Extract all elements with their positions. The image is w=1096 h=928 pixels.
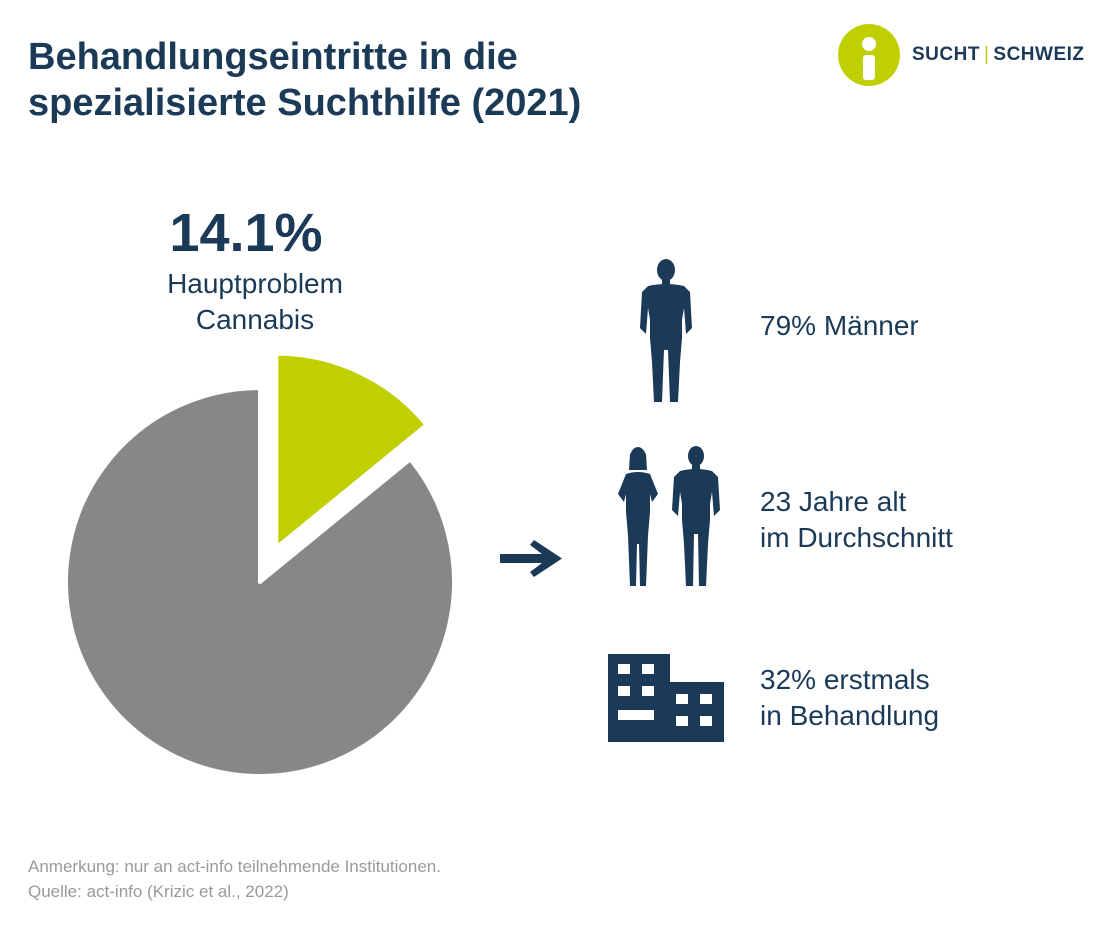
woman-and-man-silhouette-icon [618, 446, 720, 586]
footnote-source: Quelle: act-info (Krizic et al., 2022) [28, 882, 289, 901]
footnote-remark: Anmerkung: nur an act-info teilnehmende … [28, 857, 441, 876]
logo-separator: | [983, 44, 990, 65]
arrow-right-icon [500, 540, 562, 577]
fact-men-line-1: 79% Männer [760, 310, 919, 341]
fact-age-line-1: 23 Jahre alt [760, 486, 907, 517]
logo-wordmark: SUCHT | SCHWEIZ [912, 44, 1085, 66]
fact-men: 79% Männer [760, 308, 919, 344]
pie-slice-other [64, 386, 456, 778]
man-silhouette-icon [640, 259, 692, 402]
fact-first-treatment-line-2: in Behandlung [760, 700, 940, 731]
footnote: Anmerkung: nur an act-info teilnehmende … [28, 854, 441, 904]
title-line-2: spezialisierte Suchthilfe (2021) [28, 82, 582, 124]
title-line-1: Behandlungseintritte in die [28, 36, 518, 78]
fact-first-treatment-line-1: 32% erstmals [760, 664, 930, 695]
logo-text-right: SCHWEIZ [993, 44, 1085, 65]
chart-title: Behandlungseintritte in die spezialisier… [28, 34, 581, 126]
cannabis-percentage: 14.1% [169, 203, 323, 263]
pie-chart [64, 351, 456, 778]
cannabis-label: Hauptproblem Cannabis [110, 266, 400, 338]
fact-first-treatment: 32% erstmals in Behandlung [760, 662, 939, 734]
person-circle-logo-icon [838, 24, 900, 86]
building-icon [608, 654, 724, 742]
logo-text-left: SUCHT [912, 44, 980, 65]
cannabis-label-line-2: Cannabis [195, 304, 315, 335]
fact-age: 23 Jahre alt im Durchschnitt [760, 484, 953, 556]
cannabis-label-line-1: Hauptproblem [167, 268, 343, 299]
sucht-schweiz-logo: SUCHT | SCHWEIZ [836, 22, 1086, 88]
pie-slice-cannabis [274, 351, 429, 550]
fact-age-line-2: im Durchschnitt [760, 522, 953, 553]
